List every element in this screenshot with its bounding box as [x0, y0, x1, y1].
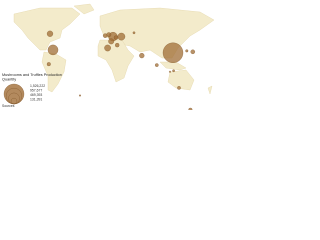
- bubble: [172, 69, 175, 73]
- bubble: [139, 53, 145, 59]
- legend-label: 469,393: [30, 93, 42, 97]
- legend-bubble: [3, 83, 25, 105]
- bubble: [132, 31, 136, 35]
- map: Mushrooms and Truffles Production Quanti…: [0, 0, 220, 110]
- bubble: [108, 38, 115, 45]
- bubble: [102, 33, 108, 38]
- legend-label: 1,526,222: [30, 84, 45, 88]
- legend-title: Mushrooms and Truffles Production: [2, 73, 62, 77]
- bubble: [79, 94, 81, 97]
- legend-bubble: [10, 97, 18, 105]
- bubble: [190, 49, 196, 55]
- bubble: [169, 70, 171, 73]
- bubble: [185, 49, 189, 53]
- bubble: [47, 44, 59, 56]
- bubble: [113, 35, 119, 40]
- bubble: [46, 30, 54, 37]
- bubble: [115, 43, 120, 48]
- bubble: [104, 44, 111, 52]
- source-link[interactable]: Sources: [2, 104, 15, 108]
- bubble: [162, 42, 184, 63]
- bubble: [155, 63, 159, 67]
- bubble: [117, 32, 126, 41]
- bubble: [177, 86, 181, 90]
- legend: Mushrooms and Truffles Production Quanti…: [2, 73, 62, 105]
- bubble: [46, 62, 51, 67]
- legend-label: 957,677: [30, 89, 42, 93]
- legend-label: 131,391: [30, 98, 42, 102]
- bubble: [188, 107, 193, 110]
- legend-title: Quantity: [2, 78, 16, 82]
